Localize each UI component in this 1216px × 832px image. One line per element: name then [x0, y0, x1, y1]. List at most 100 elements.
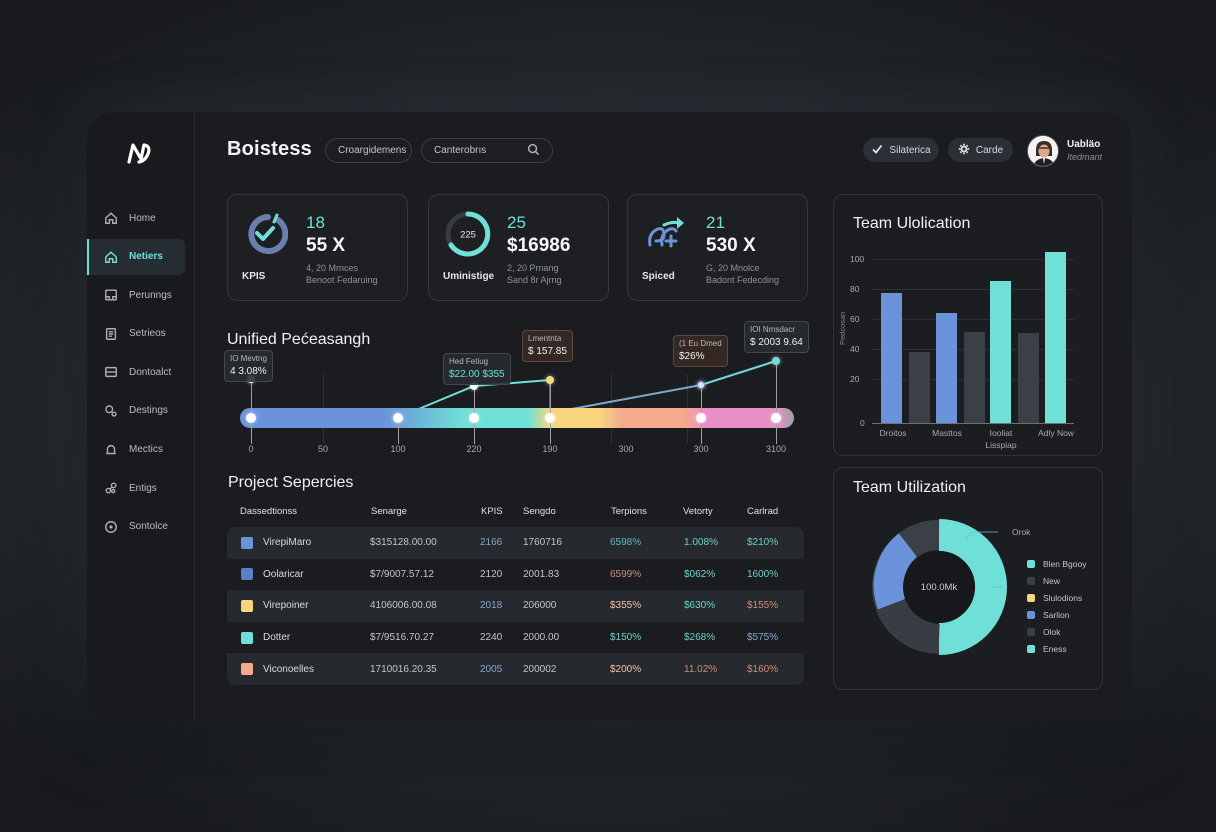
kpi-subtext: G, 20 Mnolce [706, 263, 760, 273]
project-table: VirepiMaro $315128.00.00 2166 1760716 65… [227, 527, 804, 685]
kpi-card-spiced[interactable]: Spiced 21 530 X G, 20 Mnolce Badont Fede… [627, 194, 808, 301]
target-icon [103, 519, 119, 535]
user-role: Itedmant [1067, 152, 1103, 162]
bar[interactable] [1018, 333, 1039, 423]
timeline-point[interactable] [546, 376, 554, 384]
sidebar-item-destings[interactable]: Destings [87, 393, 195, 429]
bar[interactable] [909, 352, 930, 423]
sidebar-item-home[interactable]: Home [87, 200, 195, 236]
button-label: Carde [975, 144, 1004, 156]
donut-callout: Orok [1012, 527, 1031, 537]
search-icon[interactable] [527, 143, 540, 159]
table-row[interactable]: Virepoiner 4106006.00.08 2018 206000 $35… [227, 590, 804, 622]
column-header[interactable]: Sengdo [523, 506, 556, 517]
check-icon [871, 143, 883, 158]
filter-pill-button[interactable]: Croargidemens [325, 138, 412, 163]
timeline-point[interactable] [246, 413, 256, 423]
shield-check-icon [242, 211, 289, 257]
table-row[interactable]: VirepiMaro $315128.00.00 2166 1760716 65… [227, 527, 804, 559]
sidebar-item-label: Home [129, 212, 156, 224]
bell-icon [103, 442, 119, 458]
legend-item[interactable]: Olok [1027, 623, 1086, 640]
sidebar-item-netiers[interactable]: Netiers [87, 238, 185, 275]
team-ulolication-panel: Team Ulolication 100 80 60 40 20 0 Pedco… [833, 194, 1103, 456]
progress-ring-icon: 225 [443, 209, 493, 259]
column-header[interactable]: Terpions [611, 506, 647, 517]
column-header[interactable]: Vetorty [683, 506, 713, 517]
timeline-point[interactable] [470, 382, 478, 390]
legend-item[interactable]: New [1027, 572, 1086, 589]
kpi-label: KPIS [242, 271, 266, 282]
search-input[interactable]: Canterobrıs [421, 138, 553, 163]
carde-button[interactable]: Carde [948, 138, 1013, 162]
sidebar-item-entigs[interactable]: Entigs [87, 470, 195, 506]
sidebar-nav: Home Netiers Perunngs Setrieos Dontoalct… [87, 200, 195, 547]
bar[interactable] [964, 332, 985, 423]
row-swatch [241, 568, 253, 581]
timeline-point[interactable] [697, 381, 705, 389]
timeline-point[interactable] [393, 413, 403, 423]
column-header[interactable]: Dassedtionss [240, 506, 298, 517]
dashboard-window: Home Netiers Perunngs Setrieos Dontoalct… [87, 112, 1132, 720]
timeline-point[interactable] [469, 413, 479, 423]
inbox-icon [103, 287, 119, 303]
column-header[interactable]: Senarge [371, 506, 407, 517]
bar[interactable] [881, 293, 902, 423]
axis-tick: 3100 [765, 444, 787, 454]
timeline-chart[interactable]: IO Mevtng 4 3.08% Hed Fetiug $22.00 $355… [224, 321, 817, 464]
timeline-point[interactable] [771, 413, 781, 423]
legend-item[interactable]: Eness [1027, 640, 1086, 657]
bar[interactable] [1045, 252, 1066, 423]
silaterica-button[interactable]: Silaterica [863, 138, 939, 162]
column-header[interactable]: Carlrad [747, 506, 779, 517]
row-swatch [241, 599, 253, 612]
timeline-point[interactable] [696, 413, 706, 423]
ring-value: 225 [460, 230, 476, 241]
donut-chart[interactable]: 100.0Mk [870, 518, 1008, 656]
team-utilization-panel: Team Utilization 100.0Mk Orok Blen Bgooy… [833, 467, 1103, 690]
timeline-point[interactable] [545, 413, 555, 423]
kpi-card-uministige[interactable]: 225 Uministige 25 $16986 2, 20 Prnang Sa… [428, 194, 609, 301]
legend-item[interactable]: Blen Bgooy [1027, 555, 1086, 572]
sidebar-item-dontoalct[interactable]: Dontoalct [87, 354, 195, 390]
bar[interactable] [936, 313, 957, 423]
app-logo-icon[interactable] [125, 140, 153, 166]
sidebar-item-label: Setrieos [129, 328, 166, 340]
kpi-label: Uministige [443, 271, 495, 282]
sidebar-item-sontolce[interactable]: Sontolce [87, 509, 195, 545]
sidebar-item-setrieos[interactable]: Setrieos [87, 316, 195, 352]
timeline-title: Unified Pećeasangh [227, 331, 371, 348]
avatar[interactable] [1027, 135, 1059, 167]
gear-icon [958, 143, 970, 158]
kpi-label: Spiced [642, 271, 675, 282]
sidebar-item-perunngs[interactable]: Perunngs [87, 277, 195, 313]
axis-tick: 100 [390, 444, 406, 454]
sidebar-item-mectics[interactable]: Mectics [87, 432, 195, 468]
row-swatch [241, 536, 253, 549]
sidebar-item-label: Entigs [129, 482, 157, 494]
legend-item[interactable]: Slulodions [1027, 589, 1086, 606]
table-row[interactable]: Dotter $7/9516.70.27 2240 2000.00 $150% … [227, 621, 804, 654]
axis-tick: 300 [618, 444, 634, 454]
card-icon [103, 364, 119, 380]
kpi-top-value: 21 [706, 213, 725, 232]
search-placeholder: Canterobrıs [434, 145, 487, 156]
timeline-point[interactable] [772, 357, 780, 365]
search-shapes-icon [103, 403, 119, 419]
bar-chart[interactable]: 100 80 60 40 20 0 Pedcosan Droitos Mastt… [838, 252, 1074, 450]
legend-item[interactable]: Sarlion [1027, 606, 1086, 623]
table-row[interactable]: Viconoelles 1710016.20.35 2005 200002 $2… [227, 653, 804, 685]
axis-tick: 190 [542, 444, 558, 454]
app-title: Boistess [227, 138, 312, 160]
trend-line [396, 360, 777, 419]
kpi-card-kpis[interactable]: KPIS 18 55 X 4, 20 Mrnces Benoot Fedarui… [227, 194, 408, 301]
column-header[interactable]: KPIS [481, 506, 503, 517]
sidebar-item-label: Perunngs [129, 289, 172, 301]
sidebar-item-label: Sontolce [129, 521, 168, 533]
table-row[interactable]: Oolaricar $7/9007.57.12 2120 2001.83 659… [227, 558, 804, 591]
share-arrow-icon [642, 211, 688, 257]
bar[interactable] [990, 281, 1011, 423]
kpi-main-value: 530 X [706, 235, 756, 256]
home-icon [103, 249, 119, 265]
kpi-subtext: Badont Fedecding [706, 275, 780, 285]
